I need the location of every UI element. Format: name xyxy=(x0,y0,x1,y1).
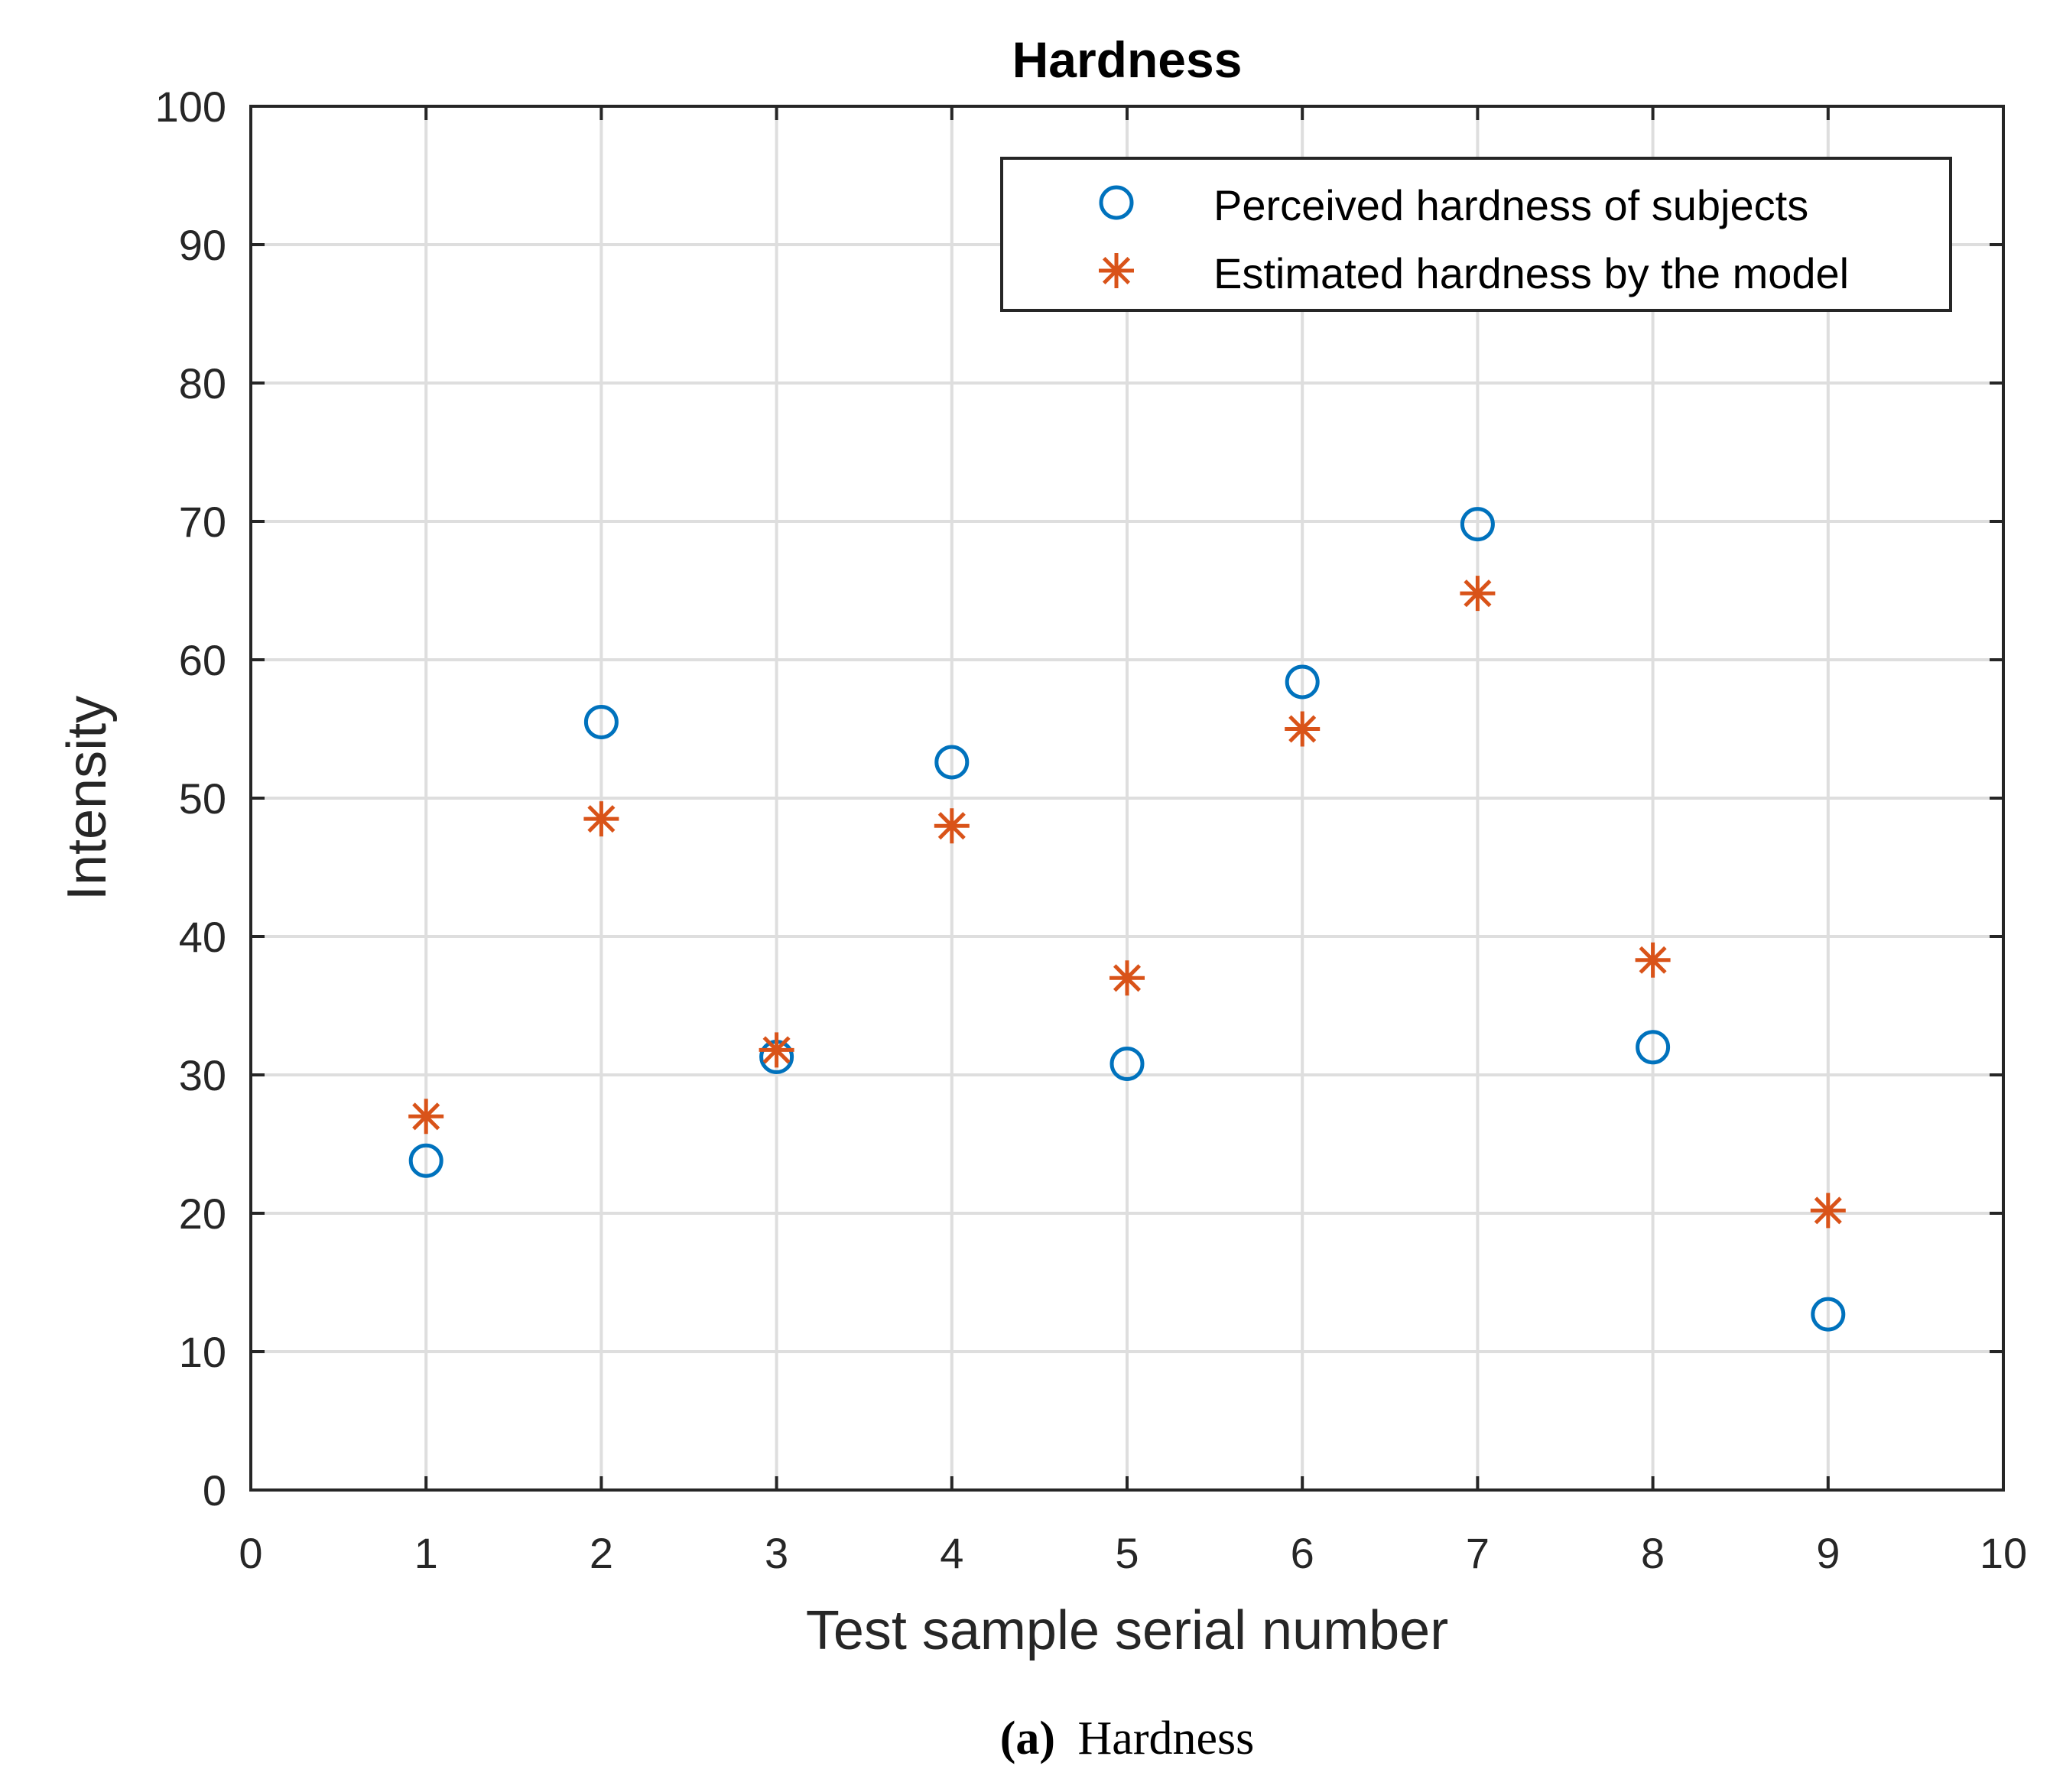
legend-box xyxy=(1000,157,1952,312)
chart-title: Hardness xyxy=(1012,31,1243,88)
x-tick-labels: 0 1 2 3 4 5 6 7 8 9 10 xyxy=(239,1529,2027,1577)
perceived-point xyxy=(1636,1030,1671,1065)
estimated-point xyxy=(1109,960,1145,996)
data-points xyxy=(408,507,1846,1332)
legend-marker-perceived xyxy=(1099,185,1134,220)
estimated-point xyxy=(759,1032,794,1068)
estimated-point xyxy=(1285,711,1321,747)
estimated-point xyxy=(934,808,970,844)
legend-label-perceived: Perceived hardness of subjects xyxy=(1213,181,1808,229)
x-tick-label: 10 xyxy=(1980,1529,2027,1577)
x-tick-label: 8 xyxy=(1641,1529,1665,1577)
x-axis-label: Test sample serial number xyxy=(806,1600,1448,1661)
perceived-point xyxy=(1285,664,1320,700)
tick-marks xyxy=(249,105,2005,1492)
estimated-point xyxy=(1460,576,1496,612)
y-tick-label: 40 xyxy=(179,913,226,961)
y-axis-label: Intensity xyxy=(57,696,118,901)
x-tick-label: 7 xyxy=(1466,1529,1490,1577)
series-perceived xyxy=(408,507,1846,1332)
caption-text: Hardness xyxy=(1078,1712,1255,1764)
perceived-point xyxy=(1811,1297,1846,1332)
y-tick-label: 50 xyxy=(179,774,226,823)
perceived-point xyxy=(583,704,619,739)
perceived-point xyxy=(934,745,970,780)
perceived-point xyxy=(1460,507,1495,542)
x-tick-label: 5 xyxy=(1115,1529,1139,1577)
x-tick-label: 6 xyxy=(1291,1529,1314,1577)
y-tick-labels: 0 10 20 30 40 50 60 70 80 90 100 xyxy=(155,83,226,1514)
x-tick-label: 2 xyxy=(590,1529,613,1577)
y-tick-label: 0 xyxy=(203,1466,226,1514)
legend-asterisk-icon xyxy=(1099,253,1134,288)
legend: Perceived hardness of subjects Estimated… xyxy=(1000,157,1952,312)
caption-label: (a) xyxy=(1000,1712,1055,1764)
estimated-point xyxy=(1810,1193,1846,1229)
x-tick-label: 0 xyxy=(239,1529,262,1577)
perceived-point xyxy=(408,1143,443,1178)
x-tick-label: 1 xyxy=(414,1529,438,1577)
y-tick-label: 30 xyxy=(179,1051,226,1099)
y-tick-label: 10 xyxy=(179,1328,226,1376)
legend-circle-icon xyxy=(1099,185,1134,220)
y-tick-label: 70 xyxy=(179,498,226,546)
y-tick-label: 80 xyxy=(179,359,226,407)
grid-lines xyxy=(251,106,2003,1490)
figure-caption: (a) Hardness xyxy=(1000,1712,1255,1764)
legend-marker-estimated xyxy=(1099,253,1134,288)
x-tick-label: 3 xyxy=(765,1529,788,1577)
legend-label-estimated: Estimated hardness by the model xyxy=(1213,249,1849,297)
y-tick-label: 60 xyxy=(179,636,226,684)
x-tick-label: 9 xyxy=(1816,1529,1840,1577)
series-estimated xyxy=(408,576,1846,1229)
y-tick-label: 20 xyxy=(179,1190,226,1238)
perceived-point xyxy=(1109,1047,1145,1082)
estimated-point xyxy=(408,1099,444,1135)
y-tick-label: 100 xyxy=(155,83,226,131)
x-tick-label: 4 xyxy=(940,1529,963,1577)
y-tick-label: 90 xyxy=(179,221,226,269)
estimated-point xyxy=(1635,942,1671,978)
estimated-point xyxy=(583,801,619,837)
